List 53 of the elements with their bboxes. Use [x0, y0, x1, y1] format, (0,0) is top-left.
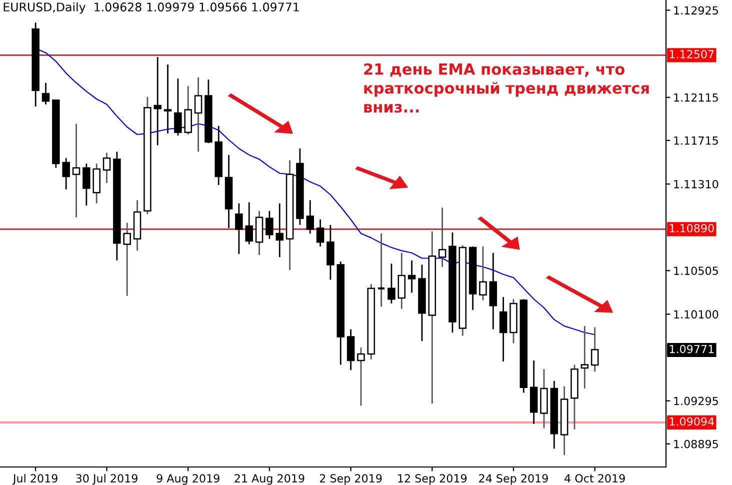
- x-tick-label: 12 Sep 2019: [398, 474, 467, 485]
- ref-line-label: 1.12507: [670, 50, 714, 58]
- candlestick: [306, 199, 314, 234]
- candlestick: [164, 64, 172, 134]
- candlestick: [184, 85, 192, 136]
- candlestick: [377, 232, 386, 308]
- candlestick: [245, 202, 253, 245]
- candlestick: [174, 78, 182, 136]
- x-tick-label: 30 Jul 2019: [76, 474, 138, 485]
- y-tick-label: 1.11310: [674, 180, 718, 188]
- candlestick: [489, 252, 498, 330]
- candlestick: [276, 202, 284, 258]
- candlestick: [398, 252, 406, 310]
- candlestick: [346, 328, 355, 371]
- y-tick-label: 1.09295: [674, 396, 718, 406]
- ref-line-label: 1.10890: [670, 224, 714, 232]
- x-tick-label: 4 Oct 2019: [564, 474, 625, 483]
- candlestick: [326, 224, 334, 280]
- x-tick-label: 2 Sep 2019: [320, 474, 382, 485]
- candlestick: [438, 206, 446, 268]
- candlestick: [154, 56, 162, 146]
- candlestick: [266, 210, 274, 240]
- y-tick-label: 1.11715: [674, 136, 718, 145]
- y-tick-label: 1.08895: [674, 440, 718, 448]
- x-tick-label: 9 Aug 2019: [156, 474, 220, 485]
- ref-line-label: 1.09094: [670, 417, 714, 426]
- candlestick: [590, 326, 599, 372]
- candlestick: [235, 202, 243, 255]
- y-tick-label: 1.10505: [674, 266, 718, 276]
- candlestick: [357, 346, 365, 406]
- chart-title: EURUSD,Daily 1.09628 1.09979 1.09566 1.09771: [4, 2, 299, 14]
- candlestick: [123, 222, 131, 297]
- y-tick-label: 1.12925: [674, 6, 718, 15]
- candlestick: [580, 325, 589, 390]
- y-tick-label: 1.10100: [674, 310, 718, 319]
- candlestick: [316, 218, 324, 248]
- annotation: 21 день EMA показывает, что краткосрочный тренд движется вниз...: [364, 63, 649, 113]
- candlestick: [499, 296, 508, 362]
- candlestick: [82, 162, 90, 206]
- candlestick: [92, 162, 100, 204]
- x-tick-label: 21 Aug 2019: [234, 474, 304, 485]
- candlestick: [194, 76, 202, 152]
- candlestick: [408, 260, 416, 294]
- candlestick: [479, 246, 487, 301]
- candlestick: [62, 157, 70, 190]
- candlestick: [102, 152, 111, 184]
- candlestick: [388, 262, 396, 304]
- x-tick-label: Jul 2019: [12, 474, 58, 485]
- candlestick: [72, 123, 80, 218]
- x-tick-label: 24 Sep 2019: [479, 474, 548, 485]
- y-tick-label: 1.12115: [674, 93, 718, 102]
- candlestick: [42, 82, 50, 106]
- text: 1.09771: [670, 344, 714, 354]
